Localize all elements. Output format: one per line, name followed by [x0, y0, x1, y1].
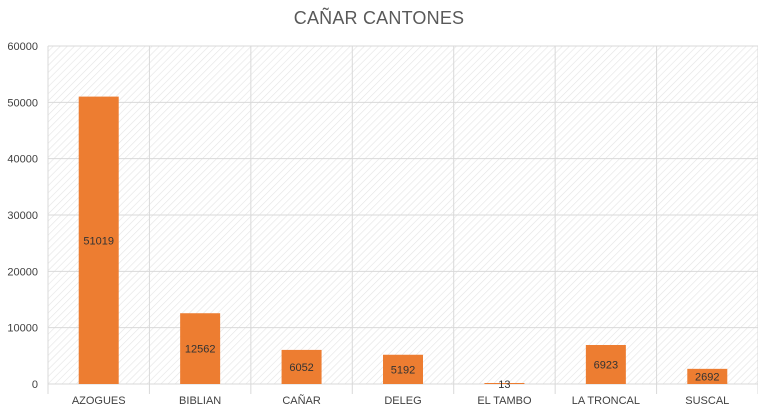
x-tick-label: CAÑAR: [282, 394, 321, 407]
y-tick-label: 30000: [7, 210, 38, 222]
y-tick-label: 0: [32, 379, 38, 391]
data-label: 6052: [289, 362, 313, 374]
bar-el-tambo: [484, 383, 525, 384]
x-tick-label: DELEG: [384, 395, 421, 407]
y-tick-label: 60000: [7, 41, 38, 53]
chart-title: CAÑAR CANTONES: [293, 8, 465, 28]
y-tick-label: 10000: [7, 323, 38, 335]
data-label: 13: [498, 379, 510, 391]
data-label: 6923: [594, 360, 618, 372]
x-tick-label: BIBLIAN: [179, 395, 221, 407]
x-tick-label: EL TAMBO: [477, 395, 532, 407]
bar-biblian: [180, 313, 221, 384]
data-label: 51019: [83, 235, 114, 247]
x-tick-label: AZOGUES: [72, 395, 126, 407]
bar-deleg: [383, 354, 423, 384]
y-tick-label: 40000: [7, 154, 38, 166]
bar-la-troncal: [585, 345, 626, 384]
y-tick-label: 50000: [7, 97, 38, 109]
bar-cañar: [281, 349, 322, 384]
bar-suscal: [687, 368, 728, 384]
bars: [78, 96, 728, 385]
bar-azogues: [78, 96, 119, 385]
data-label: 12562: [185, 344, 216, 356]
x-tick-label: LA TRONCAL: [572, 395, 640, 407]
data-label: 2692: [695, 371, 719, 383]
data-label: 5192: [391, 364, 415, 376]
labels: 0 10000 20000 30000 40000 50000 60000 51019 AZOG…: [7, 41, 729, 407]
y-tick-label: 20000: [7, 266, 38, 278]
x-tick-label: SUSCAL: [685, 395, 729, 407]
